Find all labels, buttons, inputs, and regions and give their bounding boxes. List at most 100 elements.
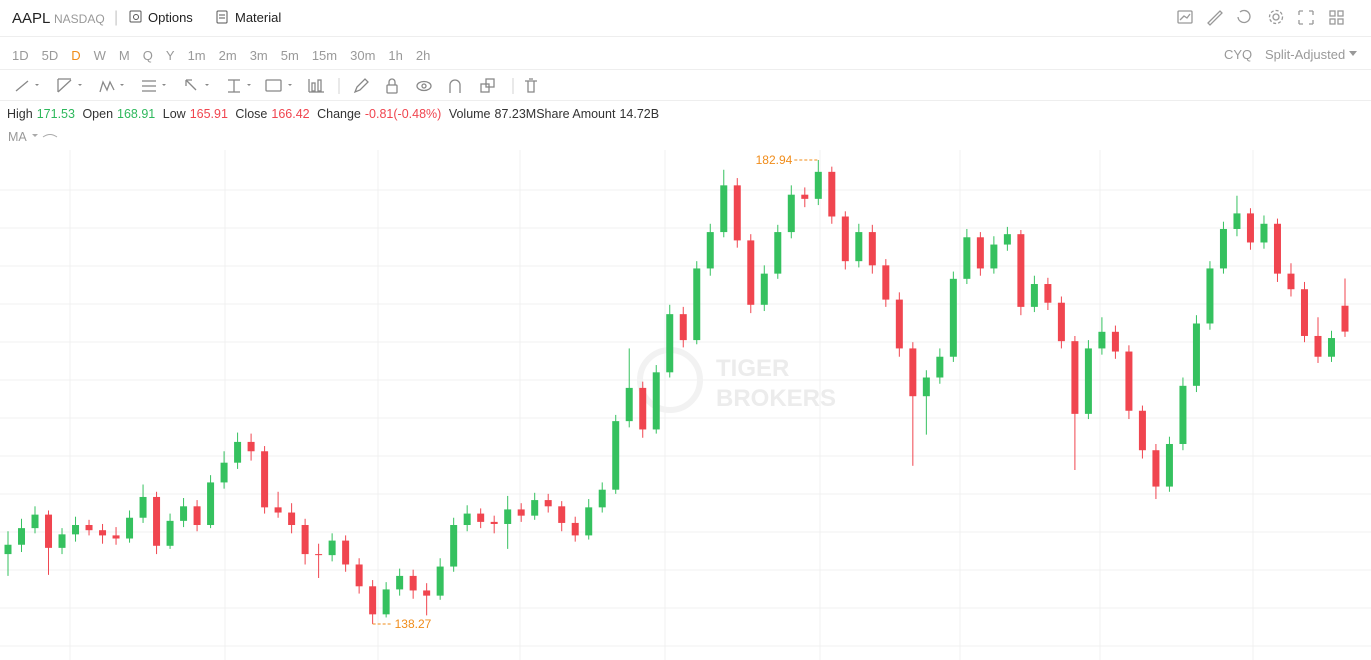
cyq-button[interactable]: CYQ: [1224, 47, 1253, 62]
period-button[interactable]: 1h: [388, 48, 403, 63]
candle-body: [1003, 234, 1011, 245]
candle-body: [801, 194, 809, 199]
candle-body: [652, 372, 660, 430]
candle-body: [139, 496, 147, 518]
high-label: 182.94: [756, 153, 793, 167]
candle-body: [1179, 385, 1187, 444]
candle-body: [909, 348, 917, 397]
period-button[interactable]: 5D: [41, 48, 59, 63]
candle-body: [396, 575, 404, 590]
candle-body: [760, 273, 768, 305]
period-button[interactable]: M: [118, 48, 130, 63]
top-icons[interactable]: [1176, 8, 1356, 28]
candle-body: [58, 534, 66, 548]
watermark-text: TIGER: [716, 355, 789, 382]
quote-label: High: [7, 107, 33, 121]
period-list: 1D 5D D W M Q Y 1m 2m 3m 5m 15m 30m 1h 2h: [12, 47, 443, 65]
candle-body: [45, 514, 53, 548]
candle-body: [112, 535, 120, 539]
candle-body: [1125, 351, 1133, 411]
candle-body: [517, 509, 525, 516]
quote-label: Change: [317, 107, 361, 121]
candle-body: [963, 237, 971, 279]
candle-body: [85, 525, 93, 531]
candle-body: [895, 299, 903, 349]
candle-body: [355, 564, 363, 587]
period-bar: 1D 5D D W M Q Y 1m 2m 3m 5m 15m 30m 1h 2h CYQ Split-Ad…: [0, 37, 1371, 70]
candle-body: [868, 232, 876, 266]
candle-body: [922, 377, 930, 397]
candle-body: [153, 496, 161, 546]
candle-body: [72, 525, 80, 535]
draw-toolbar: [0, 70, 1371, 101]
top-bar: AAPL NASDAQ | Options Material: [0, 0, 1371, 37]
quote-label: Low: [162, 107, 186, 121]
candle-body: [261, 451, 269, 508]
candle-body: [990, 244, 998, 269]
candle-body: [733, 185, 741, 241]
candle-body: [234, 441, 242, 463]
candle-body: [504, 509, 512, 524]
material-button[interactable]: Material: [235, 10, 282, 25]
candle-body: [99, 530, 107, 536]
candle-body: [706, 232, 714, 269]
divider: |: [114, 9, 119, 26]
candle-body: [787, 194, 795, 233]
quote-value: 165.91: [189, 107, 228, 121]
period-button[interactable]: Q: [142, 48, 153, 63]
period-button[interactable]: 2m: [218, 48, 237, 63]
indicator-controls[interactable]: [31, 131, 63, 163]
watermark-text: BROKERS: [716, 385, 836, 412]
candle-body: [639, 387, 647, 430]
adjust-select[interactable]: Split-Adjusted: [1265, 47, 1346, 62]
quote-value: 171.53: [36, 107, 75, 121]
period-button[interactable]: 30m: [350, 48, 376, 63]
candle-body: [976, 237, 984, 269]
candle-body: [949, 278, 957, 357]
candle-body: [598, 489, 606, 508]
candle-body: [409, 575, 417, 591]
candle-body: [450, 525, 458, 567]
candle-body: [1057, 302, 1065, 342]
period-button[interactable]: W: [93, 48, 106, 63]
period-button[interactable]: 1m: [187, 48, 206, 63]
candle-body: [747, 240, 755, 305]
candle-body: [247, 441, 255, 452]
dropdown-arrow: [1349, 51, 1357, 56]
period-button[interactable]: 5m: [280, 48, 299, 63]
candle-body: [1314, 335, 1322, 357]
candle-body: [1233, 213, 1241, 229]
period-button[interactable]: 3m: [249, 48, 268, 63]
period-button[interactable]: 15m: [311, 48, 338, 63]
candle-body: [382, 589, 390, 615]
candle-body: [328, 540, 336, 556]
candle-body: [342, 540, 350, 565]
candle-body: [31, 514, 39, 529]
period-button[interactable]: Y: [165, 48, 175, 63]
candle-body: [436, 566, 444, 596]
candle-body: [166, 520, 174, 546]
options-icon: [129, 10, 142, 23]
candle-body: [1152, 450, 1160, 487]
candle-body: [477, 513, 485, 522]
candle-body: [1044, 284, 1052, 303]
candle-body: [1219, 228, 1227, 269]
period-button[interactable]: 1D: [12, 48, 29, 63]
draw-tools[interactable]: [10, 76, 550, 96]
indicator-label[interactable]: MA: [8, 130, 27, 144]
quote-label: Close: [235, 107, 268, 121]
candle-body: [841, 216, 849, 262]
candle-body: [612, 421, 620, 490]
quote-value: 14.72B: [619, 107, 660, 121]
candle-body: [1327, 338, 1335, 357]
quote-value: 166.42: [271, 107, 310, 121]
period-button[interactable]: 2h: [415, 48, 431, 63]
period-button[interactable]: D: [71, 48, 81, 63]
candle-body: [490, 521, 498, 524]
candle-body: [274, 507, 282, 513]
candle-body: [301, 525, 309, 555]
exchange: NASDAQ: [54, 12, 105, 26]
options-button[interactable]: Options: [148, 10, 193, 25]
candle-body: [1300, 289, 1308, 336]
